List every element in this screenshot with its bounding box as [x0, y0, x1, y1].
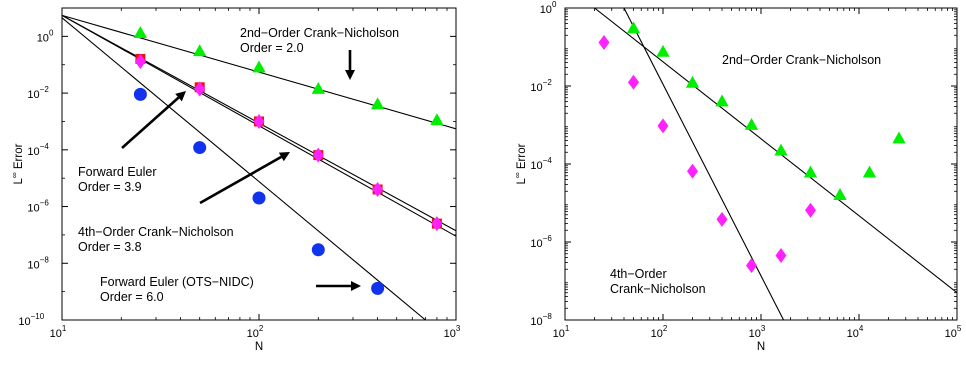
data-point-diamond [253, 113, 265, 129]
chart-panel-2: 101 102 103 104 105 10−8 10−6 10−4 10−2 100 N L∞ Er… [513, 0, 962, 353]
data-point-circle [193, 141, 207, 155]
data-point-triangle [193, 44, 207, 57]
annotation-text: 2nd−Order Crank−Nicholson Order = 2.0 [240, 26, 399, 55]
y-tick-label: 10−2 [27, 85, 49, 101]
y-tick-label: 10−6 [530, 234, 552, 250]
data-point-triangle [892, 131, 906, 144]
y-tick-label: 100 [37, 28, 54, 44]
data-point-diamond [134, 53, 146, 69]
arrow-head [278, 152, 290, 162]
y-axis-label: L∞ Error [10, 143, 25, 184]
x-axis-label: N [757, 341, 765, 353]
data-point-diamond [716, 211, 728, 227]
data-point-diamond [805, 202, 817, 218]
data-point-diamond [687, 163, 699, 179]
data-point-triangle [430, 113, 444, 126]
annotation-text: 2nd−Order Crank−Nicholson [722, 53, 881, 67]
x-axis-label: N [255, 341, 263, 353]
data-point-triangle [626, 21, 641, 34]
plot-frame [564, 7, 958, 321]
data-point-diamond [746, 257, 758, 273]
data-point-triangle [715, 94, 729, 107]
x-tick-label: 103 [444, 324, 461, 340]
fit-line [594, 8, 957, 294]
data-point-circle [133, 87, 147, 101]
data-point-diamond [657, 118, 669, 134]
data-point-diamond [431, 216, 443, 232]
x-tick-label: 105 [945, 324, 962, 340]
data-point-diamond [775, 248, 787, 264]
annotation-arrow [199, 155, 282, 205]
data-point-triangle [311, 81, 325, 94]
fit-line [623, 8, 785, 320]
y-axis-label: L∞ Error [513, 143, 528, 184]
data-point-triangle [862, 165, 877, 178]
data-point-triangle [656, 44, 670, 57]
annotation-text: Forward Euler Order = 3.9 [78, 165, 157, 194]
data-point-diamond [598, 35, 610, 51]
annotation-text: Forward Euler (OTS−NIDC) Order = 6.0 [100, 275, 254, 304]
data-point-circle [252, 191, 266, 205]
data-point-triangle [833, 188, 847, 200]
data-point-triangle [133, 26, 148, 39]
data-point-triangle [370, 97, 385, 110]
y-tick-label: 10−8 [530, 312, 552, 328]
data-point-circle [371, 281, 385, 295]
fit-lines [594, 8, 957, 320]
y-tick-label: 10−2 [530, 78, 552, 94]
data-point-diamond [312, 147, 324, 163]
series-triangle [133, 26, 444, 126]
data-point-triangle [774, 143, 788, 156]
data-point-diamond [194, 81, 206, 97]
annotation-arrow [121, 96, 180, 149]
y-tick-label: 10−6 [27, 199, 49, 215]
y-tick-label: 10−4 [530, 156, 552, 172]
arrow-head [345, 70, 355, 80]
y-tick-label: 10−4 [27, 142, 49, 158]
series-triangle [626, 21, 906, 200]
data-point-triangle [744, 118, 759, 130]
y-tick-label: 10−8 [27, 255, 49, 271]
x-tick-label: 103 [749, 324, 766, 340]
data-point-diamond [372, 181, 384, 197]
data-point-diamond [627, 74, 639, 90]
x-tick-label: 102 [247, 324, 264, 340]
series-circle [133, 87, 385, 295]
arrow-head [175, 91, 186, 102]
data-point-triangle [685, 75, 700, 88]
data-point-triangle [803, 165, 818, 178]
arrow-head [351, 281, 361, 291]
y-tick-label: 10−10 [18, 312, 44, 328]
annotation-text: 4th−Order Crank−Nicholson [610, 267, 706, 296]
plot-frame [61, 7, 457, 321]
x-tick-label: 102 [651, 324, 668, 340]
fit-line [62, 17, 426, 320]
chart-panel-1: 101 102 103 10−10 10−8 10−6 10−4 10−2 100 N L∞ Err… [10, 7, 461, 353]
x-tick-label: 101 [50, 324, 67, 340]
x-tick-label: 104 [847, 324, 864, 340]
series-diamond [598, 35, 817, 273]
series-diamond [134, 53, 443, 232]
data-point-circle [311, 243, 325, 257]
annotation-text: 4th−Order Crank−Nicholson Order = 3.8 [78, 225, 234, 254]
data-point-triangle [252, 60, 266, 73]
x-tick-label: 101 [553, 324, 570, 340]
y-tick-label: 100 [540, 0, 557, 16]
